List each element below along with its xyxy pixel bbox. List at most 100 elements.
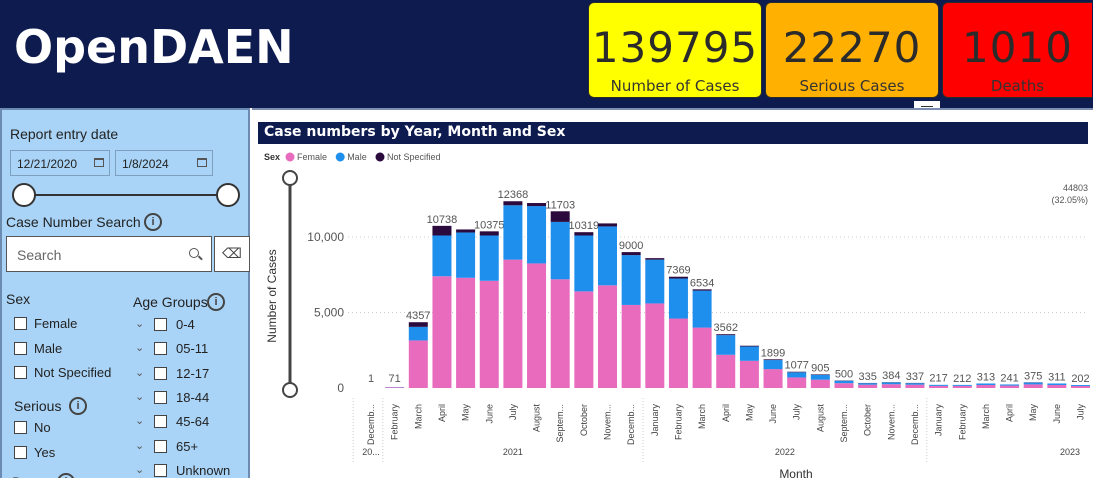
bar-segment [716,354,736,388]
calendar-icon[interactable] [197,158,207,167]
checkbox-age-group[interactable] [154,415,167,429]
x-tick-label: June [1052,404,1062,424]
bar-segment [1023,382,1043,385]
clear-search-button[interactable]: ⌫ [214,236,250,272]
year-label: 20... [362,447,380,457]
bar-segment [621,252,641,256]
x-tick-label: May [1028,404,1038,422]
info-icon[interactable]: i [144,213,162,231]
chevron-down-icon[interactable]: ⌄ [135,414,145,428]
bar-segment [432,235,452,277]
stacked-bar-chart: Sex Female Male Not Specified Number of Case… [264,152,1090,478]
bar-segment [550,279,570,388]
bar-segment [692,327,712,388]
date-range-slider[interactable] [24,194,232,196]
serious-count: 22270 [782,23,922,72]
sex-filter-label: Sex [6,291,31,307]
checkbox-not-specified[interactable] [14,366,27,379]
data-label: 4357 [406,310,430,322]
x-axis-title: Month [779,467,812,478]
x-tick-label: April [437,404,447,422]
option-not-specified[interactable]: Not Specified [34,365,112,380]
chart-title: Case numbers by Year, Month and Sex [264,124,566,140]
x-tick-label: May [461,404,471,422]
start-date-input[interactable]: 12/21/2020 [10,150,110,176]
x-tick-label: June [768,404,778,424]
serious-card[interactable]: 22270 Serious Cases [765,2,939,98]
chart-panel: Case numbers by Year, Month and Sex Sex F… [252,108,1093,478]
data-label: 12368 [498,189,529,201]
calendar-icon[interactable] [94,158,104,167]
deaths-card[interactable]: 1010 Deaths [942,2,1092,98]
bar-segment [952,384,972,386]
data-label: 10738 [427,214,458,226]
data-label: 500 [835,368,853,380]
info-icon[interactable]: i [57,473,75,478]
case-search-input[interactable]: Search [6,236,212,272]
header-bar: OpenDAEN 139795 Number of Cases 22270 Se… [0,0,1093,108]
option-age-group[interactable]: 18-44 [176,389,210,405]
option-age-group[interactable]: 0-4 [176,317,195,332]
data-label: 313 [977,371,995,383]
legend-label: Female [297,152,327,162]
bar-segment [574,232,594,236]
legend-swatch [375,152,385,162]
bar-segment [1047,383,1067,385]
bar-segment [739,345,759,347]
option-male[interactable]: Male [34,341,63,356]
checkbox-serious-yes[interactable] [14,446,27,459]
checkbox-age-group[interactable] [154,318,167,331]
option-serious-yes[interactable]: Yes [34,445,56,460]
checkbox-age-group[interactable] [154,366,167,380]
checkbox-serious-no[interactable] [14,421,27,434]
eraser-icon: ⌫ [222,246,242,262]
year-label: 2022 [775,447,795,457]
bar-segment [479,235,499,281]
bar-segment [456,232,476,278]
bar-segment [716,334,736,336]
chevron-down-icon[interactable]: ⌄ [135,462,145,476]
bar-segment [479,231,499,236]
info-icon[interactable]: i [69,397,87,415]
bar-segment [668,276,688,279]
cases-card[interactable]: 139795 Number of Cases [588,2,762,98]
option-age-group[interactable]: 12-17 [176,365,210,381]
chevron-down-icon[interactable]: ⌄ [135,341,145,355]
checkbox-age-group[interactable] [154,390,167,404]
checkbox-age-group[interactable] [154,439,167,453]
chart-title-bar: Case numbers by Year, Month and Sex [258,122,1088,144]
option-age-group[interactable]: Unknown [176,462,231,478]
bar-segment [479,280,499,388]
bar-segment [905,383,925,385]
chevron-down-icon[interactable]: ⌄ [135,438,145,452]
checkbox-male[interactable] [14,342,27,355]
option-serious-no[interactable]: No [34,420,51,435]
deaths-label: Deaths [990,77,1045,95]
option-age-group[interactable]: 45-64 [176,414,210,430]
option-age-group[interactable]: 05-11 [176,341,209,357]
x-tick-label: February [673,404,683,441]
option-female[interactable]: Female [34,316,78,331]
chevron-down-icon[interactable]: ⌄ [135,389,145,403]
data-label: 241 [1000,372,1018,384]
chevron-down-icon[interactable]: ⌄ [135,365,145,379]
x-tick-label: May [744,404,754,422]
bar-segment [598,285,617,388]
bar-segment [574,235,594,292]
bar-segment [834,383,854,388]
option-age-group[interactable]: 65+ [176,438,199,454]
serious-label: Serious Cases [799,77,905,95]
bar-segment [787,371,807,373]
bar-segment [503,205,523,260]
checkbox-age-group[interactable] [154,342,167,356]
slider-start-handle[interactable] [12,183,36,207]
x-tick-label: Septem... [555,404,565,443]
slider-end-handle[interactable] [216,183,240,207]
info-icon[interactable]: i [207,293,225,311]
checkbox-female[interactable] [14,317,27,330]
zoom-slider-handle [282,382,298,398]
chevron-down-icon[interactable]: ⌄ [135,317,145,330]
x-tick-label: August [815,404,825,433]
checkbox-age-group[interactable] [154,463,167,477]
end-date-input[interactable]: 1/8/2024 [115,150,213,176]
